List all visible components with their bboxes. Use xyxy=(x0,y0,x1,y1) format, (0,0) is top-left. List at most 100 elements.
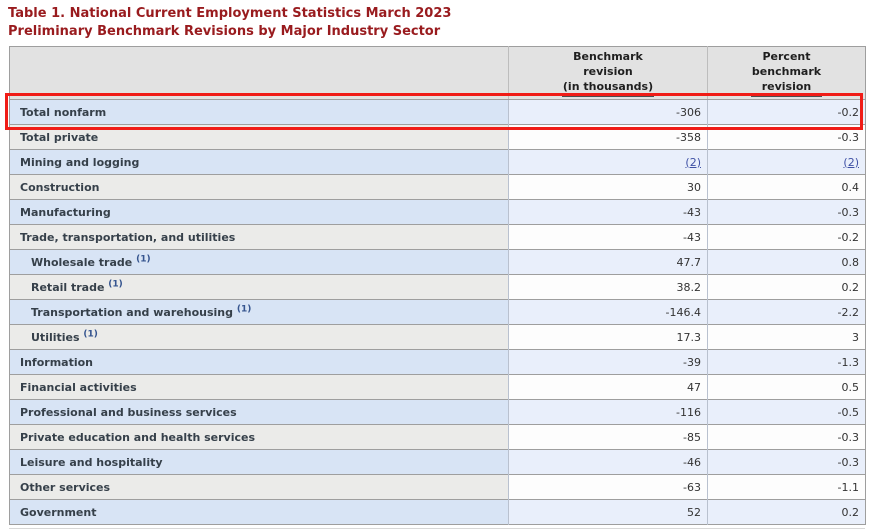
table-body: Total nonfarm -306 -0.2 Total private -358 -0… xyxy=(9,99,866,525)
table-subtitle: Preliminary Benchmark Revisions by Major… xyxy=(8,24,441,39)
benchmark-value-cell: -63 xyxy=(508,474,708,500)
table-bottom-divider xyxy=(9,528,865,529)
industry-label-cell: Trade, transportation, and utilities xyxy=(9,224,509,250)
table-row: Utilities (1) 17.3 3 xyxy=(9,324,866,350)
benchmark-value-cell: 47 xyxy=(508,374,708,400)
benchmark-value-cell: 30 xyxy=(508,174,708,200)
percent-value-cell: 0.5 xyxy=(707,374,866,400)
table-row: Mining and logging (2) (2) xyxy=(9,149,866,175)
industry-label-cell: Private education and health services xyxy=(9,424,509,450)
industry-label-cell: Professional and business services xyxy=(9,399,509,425)
page-title-block: Table 1. National Current Employment Sta… xyxy=(8,5,451,41)
industry-label-cell: Mining and logging xyxy=(9,149,509,175)
industry-label-text: Total private xyxy=(20,130,99,144)
header-row: Benchmark revision (in thousands) Percen… xyxy=(9,46,866,100)
industry-label-cell: Other services xyxy=(9,474,509,500)
table-row: Government 52 0.2 xyxy=(9,499,866,525)
benchmark-value-cell: -116 xyxy=(508,399,708,425)
benchmark-value-cell: -43 xyxy=(508,199,708,225)
footnote-2-link[interactable]: (2) xyxy=(843,155,859,169)
percent-value-cell: -0.5 xyxy=(707,399,866,425)
industry-label-cell: Government xyxy=(9,499,509,525)
table-row: Retail trade (1) 38.2 0.2 xyxy=(9,274,866,300)
table-row: Total private -358 -0.3 xyxy=(9,124,866,150)
footnote-1-marker: (1) xyxy=(108,278,123,289)
industry-label-text: Retail trade xyxy=(31,280,105,294)
benchmark-value-cell: -46 xyxy=(508,449,708,475)
benchmark-revisions-table-wrap: Benchmark revision (in thousands) Percen… xyxy=(9,46,866,525)
industry-label-cell: Wholesale trade (1) xyxy=(9,249,509,275)
industry-label-text: Financial activities xyxy=(20,380,137,394)
percent-value-cell: -0.2 xyxy=(707,99,866,125)
table-row: Information -39 -1.3 xyxy=(9,349,866,375)
percent-value-cell: (2) xyxy=(707,149,866,175)
header-industry-stub xyxy=(9,46,509,100)
benchmark-value-cell: 47.7 xyxy=(508,249,708,275)
industry-label-text: Leisure and hospitality xyxy=(20,455,163,469)
header-benchmark-revision-text: Benchmark revision (in thousands) xyxy=(561,49,655,97)
benchmark-value-cell: 17.3 xyxy=(508,324,708,350)
industry-label-text: Other services xyxy=(20,480,111,494)
table-row: Total nonfarm -306 -0.2 xyxy=(9,99,866,125)
header-line: (in thousands) xyxy=(562,80,654,93)
percent-value-cell: -0.3 xyxy=(707,124,866,150)
percent-value-cell: -0.3 xyxy=(707,199,866,225)
percent-value-cell: -0.3 xyxy=(707,449,866,475)
table-row: Manufacturing -43 -0.3 xyxy=(9,199,866,225)
industry-label-cell: Manufacturing xyxy=(9,199,509,225)
footnote-1-marker: (1) xyxy=(136,253,151,264)
industry-label-text: Wholesale trade xyxy=(31,255,133,269)
industry-label-text: Transportation and warehousing xyxy=(31,305,233,319)
benchmark-value-cell: -306 xyxy=(508,99,708,125)
percent-value-cell: -0.2 xyxy=(707,224,866,250)
percent-value-cell: -2.2 xyxy=(707,299,866,325)
industry-label-cell: Transportation and warehousing (1) xyxy=(9,299,509,325)
table-row: Construction 30 0.4 xyxy=(9,174,866,200)
table-row: Leisure and hospitality -46 -0.3 xyxy=(9,449,866,475)
percent-value-cell: -0.3 xyxy=(707,424,866,450)
industry-label-text: Trade, transportation, and utilities xyxy=(20,230,236,244)
industry-label-cell: Leisure and hospitality xyxy=(9,449,509,475)
industry-label-cell: Retail trade (1) xyxy=(9,274,509,300)
industry-label-text: Total nonfarm xyxy=(20,105,107,119)
benchmark-value-cell: -85 xyxy=(508,424,708,450)
table-title: Table 1. National Current Employment Sta… xyxy=(8,6,452,21)
benchmark-value-cell: -358 xyxy=(508,124,708,150)
percent-value-cell: 0.4 xyxy=(707,174,866,200)
header-percent-benchmark-revision-text: Percent benchmark revision xyxy=(750,49,823,97)
benchmark-revisions-table: Benchmark revision (in thousands) Percen… xyxy=(9,46,866,525)
table-row: Trade, transportation, and utilities -43-… xyxy=(9,224,866,250)
table-row: Wholesale trade (1) 47.7 0.8 xyxy=(9,249,866,275)
footnote-1-marker: (1) xyxy=(236,303,252,314)
header-line: revision xyxy=(583,65,633,78)
table-row: Financial activities 47 0.5 xyxy=(9,374,866,400)
benchmark-value-cell: (2) xyxy=(508,149,708,175)
industry-label-cell: Total private xyxy=(9,124,509,150)
industry-label-cell: Construction xyxy=(9,174,509,200)
percent-value-cell: 0.2 xyxy=(707,274,866,300)
industry-label-text: Information xyxy=(20,355,93,369)
industry-label-text: Private education and health services xyxy=(20,430,256,444)
industry-label-text: Construction xyxy=(20,180,100,194)
benchmark-value-cell: 38.2 xyxy=(508,274,708,300)
industry-label-cell: Total nonfarm xyxy=(9,99,509,125)
industry-label-text: Utilities xyxy=(31,330,80,344)
header-line: Percent xyxy=(762,50,811,63)
benchmark-value-cell: -43 xyxy=(508,224,708,250)
industry-label-text: Government xyxy=(20,505,97,519)
header-benchmark-revision: Benchmark revision (in thousands) xyxy=(508,46,708,100)
industry-label-text: Manufacturing xyxy=(20,205,111,219)
footnote-2-link[interactable]: (2) xyxy=(685,155,701,169)
benchmark-value-cell: -146.4 xyxy=(508,299,708,325)
table-row: Private education and health services -85… xyxy=(9,424,866,450)
industry-label-text: Professional and business services xyxy=(20,405,237,419)
table-row: Other services -63 -1.1 xyxy=(9,474,866,500)
benchmark-value-cell: -39 xyxy=(508,349,708,375)
header-line: Benchmark xyxy=(573,50,643,63)
percent-value-cell: 3 xyxy=(707,324,866,350)
industry-label-cell: Utilities (1) xyxy=(9,324,509,350)
header-percent-benchmark-revision: Percent benchmark revision xyxy=(707,46,866,100)
percent-value-cell: -1.1 xyxy=(707,474,866,500)
industry-label-text: Mining and logging xyxy=(20,155,140,169)
industry-label-cell: Information xyxy=(9,349,509,375)
